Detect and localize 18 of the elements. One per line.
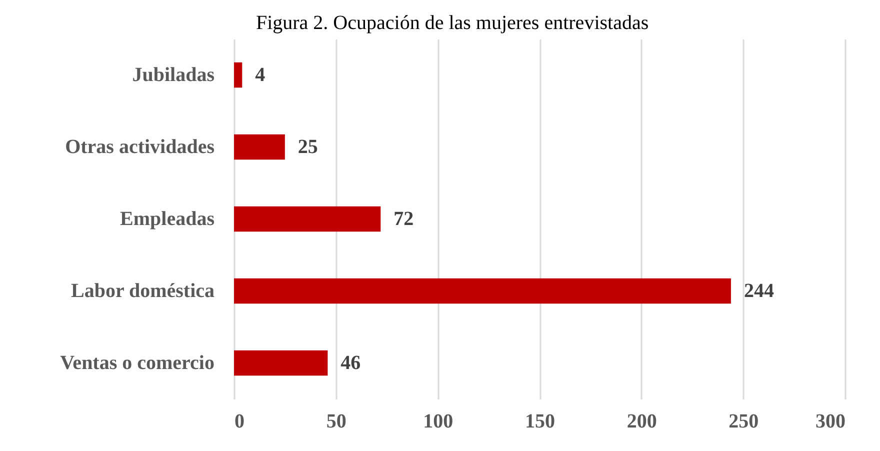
data-label: 72 [394,208,414,230]
x-tick-label: 150 [525,410,555,432]
x-tick-label: 250 [728,410,759,432]
x-tick-label: 200 [626,410,657,432]
data-label: 4 [255,64,266,86]
x-tick-label: 300 [816,410,846,432]
y-tick-label: Labor doméstica [70,280,214,302]
y-tick-label: Otras actividades [65,136,215,158]
data-label: 244 [744,280,774,302]
y-tick-label: Ventas o comercio [60,352,214,374]
chart-title: Figura 2. Ocupación de las mujeres entrevistadas [256,12,649,34]
y-tick-label: Empleadas [120,208,215,230]
x-tick-label: 0 [234,410,244,432]
data-label: 46 [340,352,361,374]
x-tick-label: 100 [423,410,454,432]
y-tick-label: Jubiladas [132,64,215,86]
x-tick-label: 50 [326,410,346,432]
data-label: 25 [298,136,318,158]
